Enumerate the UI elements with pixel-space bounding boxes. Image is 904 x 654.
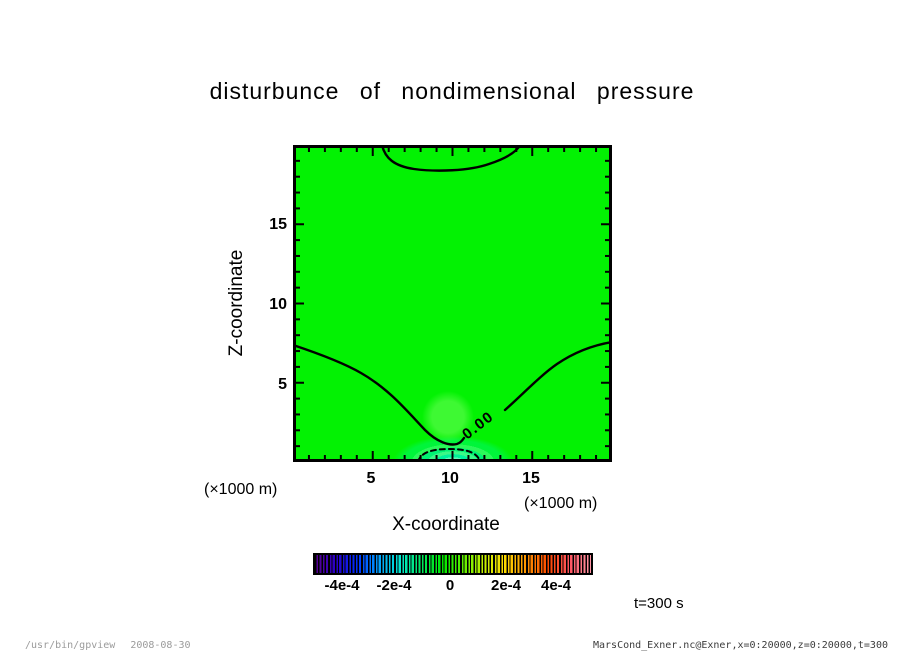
x-tick-label-10: 10 bbox=[441, 470, 459, 487]
render-date: 2008-08-30 bbox=[130, 640, 191, 651]
contour-plot-area: 0.00 bbox=[293, 145, 612, 462]
zero-contour-main-right bbox=[503, 340, 612, 412]
x-tick-label-15: 15 bbox=[522, 470, 540, 487]
colorbar-tick-pos4e4: 4e-4 bbox=[540, 577, 572, 594]
colorbar-tick-neg4e4: -4e-4 bbox=[324, 577, 360, 594]
zero-contour-main-left bbox=[293, 343, 466, 446]
y-axis-label: Z-coordinate bbox=[226, 249, 247, 357]
colorbar bbox=[313, 553, 593, 575]
x-axis-label: X-coordinate bbox=[392, 514, 500, 535]
x-tick-label-5: 5 bbox=[366, 470, 376, 487]
colorbar-gradient bbox=[315, 555, 591, 573]
y-tick-label-15: 15 bbox=[269, 216, 287, 233]
time-annotation: t=300 s bbox=[634, 595, 684, 612]
footer-program-info: /usr/bin/gpview 2008-08-30 bbox=[25, 640, 191, 651]
colorbar-tick-neg2e4: -2e-4 bbox=[376, 577, 412, 594]
colorbar-tick-zero: 0 bbox=[445, 577, 455, 594]
zero-contour-top-arc bbox=[380, 145, 522, 172]
y-axis-units: (×1000 m) bbox=[204, 481, 278, 498]
program-path: /usr/bin/gpview bbox=[25, 640, 116, 651]
negative-contour-dashed bbox=[417, 447, 481, 462]
plot-frame bbox=[293, 145, 612, 462]
y-tick-label-10: 10 bbox=[269, 296, 287, 313]
axis-tick-marks bbox=[293, 145, 612, 462]
contour-overlay: 0.00 bbox=[293, 145, 612, 462]
y-tick-label-5: 5 bbox=[278, 376, 287, 393]
x-axis-units: (×1000 m) bbox=[524, 495, 598, 512]
colorbar-tick-pos2e4: 2e-4 bbox=[490, 577, 522, 594]
contour-level-label: 0.00 bbox=[459, 408, 497, 443]
footer-data-source: MarsCond_Exner.nc@Exner,x=0:20000,z=0:20… bbox=[592, 640, 888, 651]
chart-title: disturbunce of nondimensional pressure bbox=[209, 78, 695, 104]
